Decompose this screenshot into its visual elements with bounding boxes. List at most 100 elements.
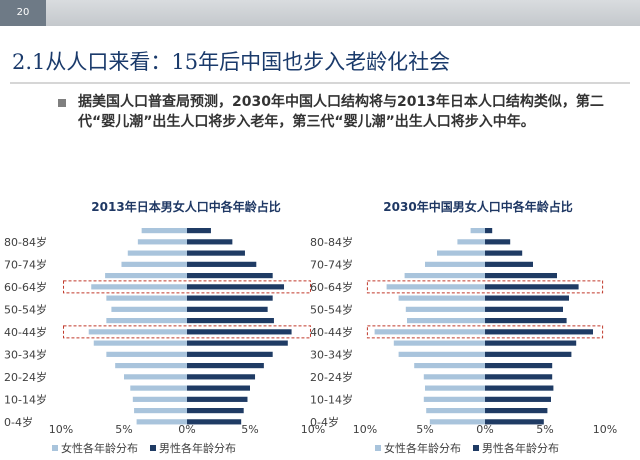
bar-male [485, 306, 563, 312]
x-tick-label: 5% [416, 423, 433, 436]
bar-male [187, 351, 273, 357]
bar-male [485, 295, 569, 301]
y-tick-label: 60-64岁 [310, 280, 353, 294]
bar-female [398, 351, 485, 357]
x-tick-label: 5% [536, 423, 553, 436]
legend-swatch-male [150, 445, 156, 451]
bar-male [187, 318, 274, 324]
y-tick-label: 80-84岁 [310, 235, 353, 249]
bar-male [485, 374, 553, 380]
bar-male [485, 273, 557, 279]
chart-title: 2013年日本男女人口中各年龄占比 [91, 199, 280, 214]
bullet-text: 据美国人口普查局预测，2030年中国人口结构将与2013年日本人口结构类似，第二… [78, 94, 604, 130]
bar-male [187, 340, 288, 346]
y-tick-label: 0-4岁 [310, 415, 339, 429]
y-tick-label: 20-24岁 [4, 370, 47, 384]
bar-male [485, 318, 567, 324]
x-tick-label: 10% [593, 423, 617, 436]
bar-female [437, 250, 485, 256]
x-tick-label: 5% [115, 423, 132, 436]
bullet-square-icon [58, 99, 66, 107]
x-tick-label: 10% [49, 423, 73, 436]
y-tick-label: 50-54岁 [310, 302, 353, 316]
bar-female [132, 396, 187, 402]
bar-male [485, 250, 523, 256]
bar-female [88, 329, 187, 335]
y-tick-label: 40-44岁 [4, 325, 47, 339]
bar-male [485, 228, 493, 234]
title-divider [10, 82, 630, 84]
bar-female [106, 351, 187, 357]
highlight-box [63, 325, 311, 339]
bar-male [187, 228, 211, 234]
bar-male [485, 408, 548, 414]
bar-female [106, 295, 187, 301]
bar-male [485, 329, 593, 335]
bar-female [386, 284, 485, 290]
bar-female [426, 408, 485, 414]
bar-female [470, 228, 485, 234]
legend-swatch-male [473, 445, 479, 451]
bar-female [91, 284, 187, 290]
bar-male [485, 351, 572, 357]
bar-female [93, 340, 187, 346]
x-tick-label: 0% [476, 423, 493, 436]
x-tick-label: 5% [241, 423, 258, 436]
y-tick-label: 40-44岁 [310, 325, 353, 339]
top-bar: 20 [0, 0, 640, 26]
bar-male [187, 284, 285, 290]
bar-female [137, 239, 187, 245]
bar-female [457, 239, 485, 245]
x-tick-label: 10% [301, 423, 325, 436]
bar-female [429, 419, 485, 425]
bar-female [134, 408, 187, 414]
bar-male [485, 396, 551, 402]
bar-female [423, 396, 485, 402]
bar-female [127, 250, 187, 256]
y-tick-label: 60-64岁 [4, 280, 47, 294]
bar-female [425, 261, 485, 267]
y-tick-label: 30-34岁 [310, 347, 353, 361]
bar-female [141, 228, 187, 234]
bar-male [187, 329, 292, 335]
bar-male [187, 306, 268, 312]
legend-label-female: 女性各年龄分布 [61, 441, 138, 455]
bar-male [187, 385, 250, 391]
bar-male [485, 284, 579, 290]
y-tick-label: 80-84岁 [4, 235, 47, 249]
bar-male [485, 340, 577, 346]
y-tick-label: 70-74岁 [310, 257, 353, 271]
bar-female [414, 363, 485, 369]
legend-label-female: 女性各年龄分布 [384, 441, 461, 455]
highlight-box [366, 325, 604, 339]
y-tick-label: 0-4岁 [4, 415, 33, 429]
bar-female [398, 295, 485, 301]
pyramid-chart-japan-2013: 2013年日本男女人口中各年龄占比 0-4岁 10-14岁 20-24岁 30-34岁 4… [4, 199, 325, 455]
y-tick-label: 50-54岁 [4, 302, 47, 316]
bar-male [485, 385, 554, 391]
bar-male [187, 374, 256, 380]
bar-male [187, 419, 242, 425]
bar-female [124, 374, 187, 380]
bar-female [130, 385, 187, 391]
bar-female [423, 374, 485, 380]
chart-title: 2030年中国男女人口中各年龄占比 [383, 199, 572, 214]
bar-male [187, 261, 257, 267]
page-title: 2.1从人口来看：15年后中国也步入老龄化社会 [12, 50, 451, 74]
legend-swatch-female [52, 445, 58, 451]
legend-swatch-female [375, 445, 381, 451]
bar-male [187, 408, 244, 414]
y-tick-label: 30-34岁 [4, 347, 47, 361]
bar-male [187, 363, 264, 369]
page-number: 20 [0, 0, 46, 26]
bar-male [187, 295, 273, 301]
bar-male [485, 419, 544, 425]
bar-male [187, 239, 233, 245]
bar-female [374, 329, 485, 335]
y-tick-label: 70-74岁 [4, 257, 47, 271]
bar-male [187, 273, 273, 279]
legend-label-male: 男性各年龄分布 [482, 441, 559, 455]
bar-male [187, 396, 248, 402]
bar-female [136, 419, 187, 425]
bar-male [485, 239, 511, 245]
